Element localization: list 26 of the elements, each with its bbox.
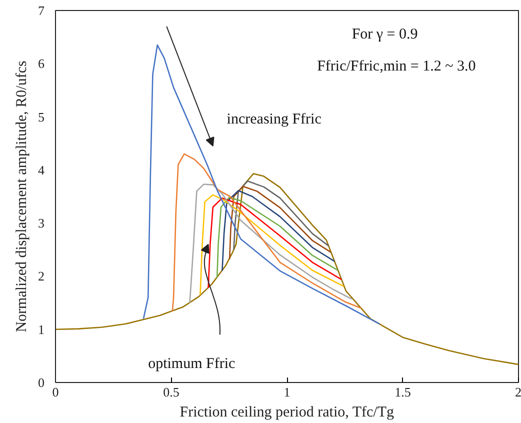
line-series [172, 153, 362, 312]
y-tick-label: 0 [38, 375, 44, 390]
annotation: optimum Ffric [148, 356, 236, 372]
x-tick-label: 0.5 [163, 384, 180, 400]
y-tick-label: 3 [38, 216, 44, 231]
x-tick-label: 2 [515, 384, 521, 400]
x-tick-label: 0 [52, 384, 59, 400]
x-tick-label: 1 [284, 384, 290, 400]
y-tick-label: 6 [38, 56, 45, 72]
line-series [228, 186, 332, 260]
line-series [200, 194, 344, 296]
annotation: Ffric/Ffric,min = 1.2 ~ 3.0 [317, 58, 476, 74]
y-tick-label: 4 [38, 162, 45, 178]
x-tick-label: 1.5 [394, 384, 411, 400]
line-series [189, 184, 352, 304]
y-tick-label: 7 [38, 3, 45, 18]
line-series [233, 180, 330, 250]
y-tick-label: 1 [38, 322, 44, 337]
line-series [216, 196, 339, 278]
x-axis-title: Friction ceiling period ratio, Tfc/Tg [180, 404, 394, 420]
annotation: increasing Ffric [226, 111, 322, 128]
line-series [222, 190, 336, 272]
y-axis-title: Normalized displacement amplitude, R0/ufcs [14, 60, 30, 332]
y-tick-label: 2 [38, 268, 44, 284]
annotation: For γ = 0.9 [352, 26, 418, 42]
y-tick-label: 5 [38, 109, 44, 124]
